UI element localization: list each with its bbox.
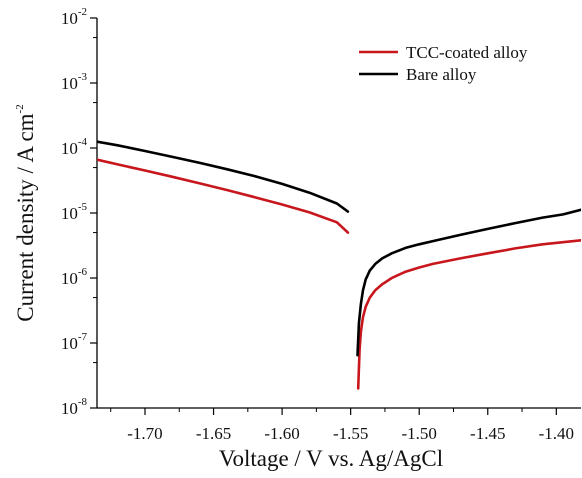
series-line-bare-alloy xyxy=(97,140,350,213)
y-tick-label: 10-4 xyxy=(61,136,88,158)
legend-label: Bare alloy xyxy=(406,65,477,84)
legend: TCC-coated alloy Bare alloy xyxy=(359,43,528,84)
series-line-tcc-coated-alloy xyxy=(356,239,581,390)
y-tick-label: 10-2 xyxy=(61,6,87,28)
y-axis-title: Current density / A cm-2 xyxy=(13,104,38,321)
x-tick-label: -1.55 xyxy=(333,424,368,443)
x-tick-label: -1.60 xyxy=(264,424,299,443)
y-tick-label: 10-3 xyxy=(61,71,88,93)
series-group xyxy=(97,140,581,390)
series-line-bare-alloy xyxy=(356,208,581,357)
x-tick-label: -1.50 xyxy=(401,424,436,443)
y-tick-label: 10-5 xyxy=(61,201,88,223)
x-tick-label: -1.70 xyxy=(127,424,162,443)
plot-area: 10-2 10-3 10-4 10-5 10-6 10-7 10-8 -1.70 -1.65 -1… xyxy=(13,6,581,471)
series-line-tcc-coated-alloy xyxy=(97,158,350,234)
legend-label: TCC-coated alloy xyxy=(406,43,528,62)
y-tick-label: 10-7 xyxy=(61,331,88,353)
y-tick-label: 10-8 xyxy=(61,396,88,418)
x-tick-label: -1.45 xyxy=(470,424,505,443)
x-axis-title: Voltage / V vs. Ag/AgCl xyxy=(219,446,443,471)
x-tick-label: -1.65 xyxy=(196,424,231,443)
x-tick-label: -1.40 xyxy=(539,424,574,443)
y-tick-label: 10-6 xyxy=(61,266,88,288)
